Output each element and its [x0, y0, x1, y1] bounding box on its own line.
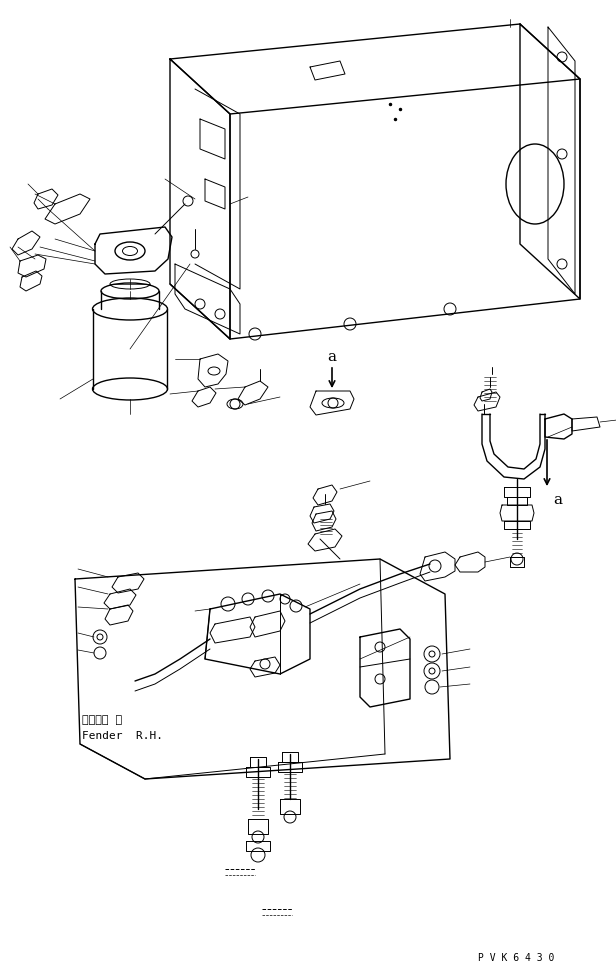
- Text: a: a: [328, 350, 336, 363]
- Text: P V K 6 4 3 0: P V K 6 4 3 0: [478, 952, 554, 962]
- Text: フェンダ  右: フェンダ 右: [82, 714, 122, 724]
- Text: Fender  R.H.: Fender R.H.: [82, 731, 163, 740]
- Text: a: a: [553, 492, 562, 507]
